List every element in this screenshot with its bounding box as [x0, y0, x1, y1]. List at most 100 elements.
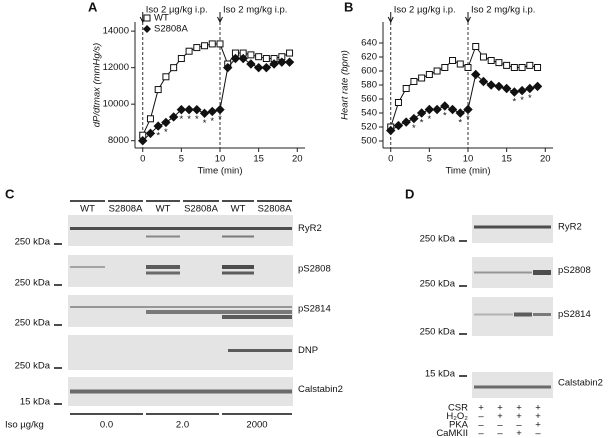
condition-cell: + [516, 403, 522, 414]
condition-cell: – [516, 420, 522, 431]
x-axis-label: Time (min) [197, 166, 242, 177]
band [222, 265, 254, 269]
point [284, 57, 295, 67]
point [208, 40, 216, 48]
event-label: Iso 2 mg/kg i.p. [471, 5, 535, 16]
y-axis-label: Heart rate (bpm) [340, 50, 351, 120]
blot-panel [68, 335, 293, 370]
significance-mark: * [412, 123, 416, 134]
row-label: Calstabin2 [558, 378, 603, 389]
point [262, 55, 270, 63]
blot-panel [68, 255, 293, 287]
condition-cell: + [535, 420, 541, 431]
point [494, 81, 504, 92]
significance-mark: * [528, 93, 532, 104]
condition-cell: – [497, 428, 503, 438]
size-marker: 250 kDa [420, 327, 456, 338]
point [526, 61, 534, 69]
row-label: pS2808 [298, 264, 331, 275]
significance-mark: * [458, 118, 462, 129]
point [517, 85, 527, 96]
point [184, 104, 194, 115]
point [394, 99, 402, 106]
band [70, 227, 292, 230]
x-tick-label: 10 [215, 154, 226, 165]
point [495, 59, 503, 67]
point [487, 57, 495, 64]
condition-label: H₂O₂ [446, 411, 468, 422]
condition-cell: – [478, 428, 484, 438]
blot-panel [472, 372, 553, 398]
band [222, 271, 254, 275]
y-tick-label: 580 [361, 80, 377, 91]
band [70, 389, 292, 394]
y-tick-label: 620 [361, 52, 377, 63]
point [199, 108, 210, 119]
size-marker: 250 kDa [420, 234, 456, 245]
point [441, 64, 449, 71]
size-marker: 250 kDa [15, 361, 51, 372]
legend-swatch [143, 25, 151, 33]
point [277, 57, 287, 67]
band [70, 266, 105, 268]
legend-label: S2808A [154, 24, 188, 35]
point [185, 47, 193, 55]
point [532, 81, 543, 92]
blot-panel [472, 215, 553, 243]
condition-cell: + [497, 411, 503, 422]
band [228, 349, 292, 352]
group-label: WT [156, 204, 171, 215]
series-line [390, 45, 538, 128]
point [223, 62, 233, 73]
legend-label: WT [154, 13, 169, 24]
point [145, 128, 156, 139]
event-label: Iso 2 µg/kg i.p. [394, 5, 456, 16]
significance-mark: * [187, 114, 191, 125]
point [472, 43, 480, 50]
x-tick-label: 20 [292, 154, 303, 165]
row-label: RyR2 [558, 222, 582, 233]
panel-letter: D [405, 186, 414, 201]
band [146, 235, 180, 238]
x-tick-label: 20 [540, 154, 551, 165]
point [478, 76, 489, 87]
condition-cell: – [478, 411, 484, 422]
significance-mark: * [513, 97, 517, 108]
band [222, 315, 292, 319]
y-tick-label: 8000 [108, 135, 129, 146]
dose-label: 2.0 [176, 420, 189, 431]
size-marker: 250 kDa [15, 278, 51, 289]
y-tick-label: 560 [361, 94, 377, 105]
group-label: S2808A [109, 204, 143, 215]
band [146, 271, 180, 275]
condition-cell: + [516, 428, 522, 438]
event-arrowhead [465, 16, 471, 24]
dose-label: 2000 [246, 420, 267, 431]
y-tick-label: 14000 [103, 26, 129, 37]
legend-swatch [143, 14, 151, 22]
point [393, 120, 404, 131]
significance-mark: * [428, 114, 432, 125]
point [201, 42, 209, 50]
point [409, 113, 419, 124]
point [269, 59, 279, 69]
band [533, 270, 551, 275]
point [153, 121, 163, 131]
band [146, 310, 292, 314]
x-tick-label: 0 [388, 154, 393, 165]
significance-mark: * [218, 114, 222, 125]
row-label: pS2814 [298, 304, 331, 315]
band [70, 306, 292, 308]
point [455, 108, 465, 118]
point [138, 135, 148, 146]
group-label: S2808A [258, 204, 292, 215]
band [474, 313, 513, 316]
point [510, 64, 518, 71]
condition-label: CSR [448, 403, 468, 414]
band [474, 271, 532, 274]
condition-cell: + [535, 403, 541, 414]
x-tick-label: 5 [427, 154, 432, 165]
point [479, 53, 487, 61]
band [514, 312, 532, 317]
point [401, 117, 411, 127]
